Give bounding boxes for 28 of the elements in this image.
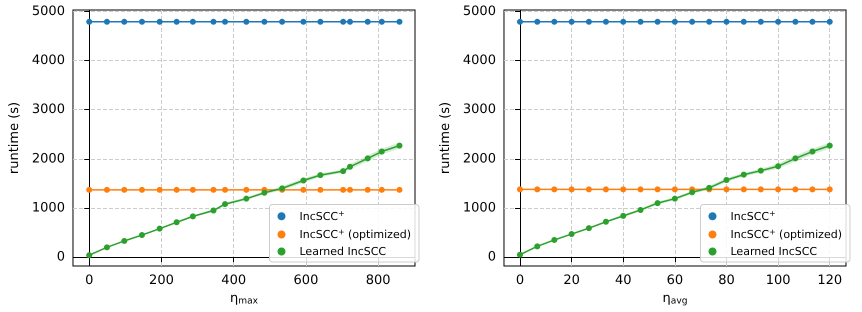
y-tick-label: 4000 [462, 53, 496, 68]
y-axis-title: runtime (s) [7, 102, 22, 174]
x-tick-label: 0 [85, 273, 94, 288]
y-tick-label: 1000 [462, 200, 496, 216]
x-tick-label: 600 [294, 273, 318, 288]
x-tick-label: 120 [817, 273, 842, 288]
x-tick-label: 60 [666, 273, 684, 288]
legend-label: Learned IncSCC [299, 245, 386, 258]
x-tick-label: 200 [149, 273, 174, 288]
y-tick-label: 1000 [32, 200, 65, 216]
y-tick-label: 5000 [462, 4, 496, 19]
y-tick-label: 4000 [32, 53, 65, 68]
y-tick-label: 0 [56, 250, 65, 265]
y-axis-title: runtime (s) [438, 102, 453, 174]
y-tick-label: 0 [488, 250, 496, 265]
y-tick-label: 2000 [462, 151, 496, 166]
y-tick-label: 2000 [32, 151, 65, 166]
x-tick-label: 20 [563, 273, 580, 288]
y-tick-label: 5000 [32, 4, 65, 19]
x-tick-label: 80 [718, 273, 735, 288]
x-tick-label: 100 [766, 273, 791, 288]
legend-label: Learned IncSCC [730, 245, 818, 258]
x-tick-label: 40 [614, 273, 632, 288]
y-tick-label: 3000 [462, 102, 496, 118]
x-tick-label: 0 [516, 273, 524, 288]
x-tick-label: 400 [221, 273, 246, 288]
y-tick-label: 3000 [32, 102, 65, 118]
x-tick-label: 800 [366, 273, 391, 288]
